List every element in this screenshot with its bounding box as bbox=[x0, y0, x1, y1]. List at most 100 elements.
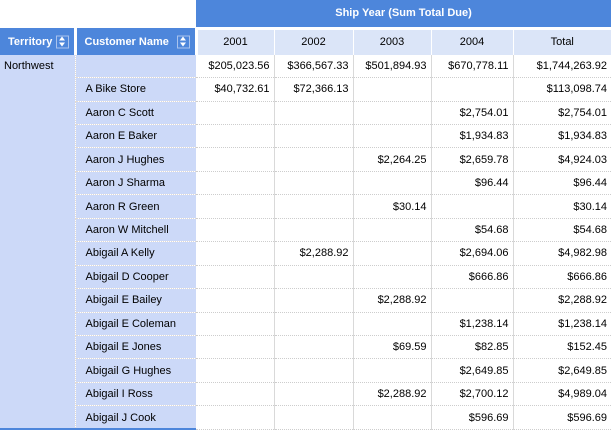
year-value-cell-2003 bbox=[353, 218, 432, 243]
table-row: Aaron J Hughes $2,264.25 $2,659.78 $4,924.0… bbox=[0, 147, 611, 172]
year-value-cell-2001 bbox=[196, 382, 275, 407]
year-value-cell-2002 bbox=[274, 171, 354, 196]
total-value-cell: $2,649.85 bbox=[513, 358, 611, 383]
customer-cell: Abigail D Cooper bbox=[75, 265, 196, 290]
year-value-cell-2002 bbox=[274, 147, 354, 172]
total-column-header: Total bbox=[513, 28, 611, 55]
year-value-cell-2001 bbox=[196, 218, 275, 243]
year-value-cell-2003: $30.14 bbox=[353, 194, 432, 219]
table-row: Aaron W Mitchell $54.68 $54.68 bbox=[0, 218, 611, 243]
year-value-cell-2003 bbox=[353, 312, 432, 337]
year-value-cell-2002: $72,366.13 bbox=[274, 77, 354, 102]
table-row: Aaron J Sharma $96.44 $96.44 bbox=[0, 171, 611, 196]
table-row: Northwest $205,023.56 $366,567.33 $501,894.… bbox=[0, 55, 611, 430]
table-row: Abigail D Cooper $666.86 $666.86 bbox=[0, 265, 611, 290]
year-value-cell-2002 bbox=[274, 405, 354, 430]
total-value-cell: $30.14 bbox=[513, 194, 611, 219]
year-value-cell-2001 bbox=[196, 241, 275, 266]
customer-cell: Aaron C Scott bbox=[75, 101, 196, 125]
year-value-cell-2001 bbox=[196, 194, 275, 219]
year-value-cell-2002 bbox=[274, 194, 354, 219]
total-value-cell: $54.68 bbox=[513, 218, 611, 243]
customer-cell: Abigail J Cook bbox=[75, 405, 196, 430]
year-value-cell-2001 bbox=[196, 288, 275, 313]
table-row: Aaron E Baker $1,934.83 $1,934.83 bbox=[0, 124, 611, 149]
year-value-cell-2002: $366,567.33 bbox=[274, 55, 354, 79]
customer-cell: Abigail G Hughes bbox=[75, 358, 196, 383]
customer-cell bbox=[75, 55, 196, 79]
year-value-cell-2002 bbox=[274, 124, 354, 149]
year-value-cell-2003 bbox=[353, 171, 432, 196]
year-value-cell-2001 bbox=[196, 335, 275, 360]
year-value-cell-2004: $596.69 bbox=[431, 405, 514, 430]
year-value-cell-2003: $69.59 bbox=[353, 335, 432, 360]
year-value-cell-2002 bbox=[274, 265, 354, 290]
customer-cell: Abigail E Jones bbox=[75, 335, 196, 360]
year-value-cell-2003 bbox=[353, 405, 432, 430]
total-value-cell: $2,288.92 bbox=[513, 288, 611, 313]
year-value-cell-2001 bbox=[196, 101, 275, 125]
year-column-header-2002: 2002 bbox=[274, 28, 354, 55]
year-value-cell-2001 bbox=[196, 147, 275, 172]
year-value-cell-2004: $2,659.78 bbox=[431, 147, 514, 172]
year-value-cell-2002 bbox=[274, 335, 354, 360]
year-value-cell-2001 bbox=[196, 358, 275, 383]
year-value-cell-2004: $670,778.11 bbox=[431, 55, 514, 79]
total-value-cell: $152.45 bbox=[513, 335, 611, 360]
sort-down-icon bbox=[180, 42, 186, 47]
total-value-cell: $113,098.74 bbox=[513, 77, 611, 102]
table-row: Abigail I Ross $2,288.92 $2,700.12 $4,989.0… bbox=[0, 382, 611, 407]
banner-title: Ship Year (Sum Total Due) bbox=[196, 0, 611, 30]
year-value-cell-2003 bbox=[353, 77, 432, 102]
customer-cell: A Bike Store bbox=[75, 77, 196, 102]
year-value-cell-2003 bbox=[353, 124, 432, 149]
year-value-cell-2003 bbox=[353, 265, 432, 290]
year-value-cell-2004: $2,700.12 bbox=[431, 382, 514, 407]
territory-column-header[interactable]: Territory bbox=[0, 28, 77, 55]
customer-cell: Aaron R Green bbox=[75, 194, 196, 219]
sort-icon[interactable] bbox=[176, 35, 190, 48]
banner-row: Ship Year (Sum Total Due) bbox=[0, 0, 611, 30]
table-row: A Bike Store $40,732.61 $72,366.13 $113,098… bbox=[0, 77, 611, 102]
year-value-cell-2001 bbox=[196, 312, 275, 337]
year-value-cell-2004 bbox=[431, 77, 514, 102]
total-value-cell: $4,924.03 bbox=[513, 147, 611, 172]
year-value-cell-2002 bbox=[274, 382, 354, 407]
year-column-header-2001: 2001 bbox=[196, 28, 275, 55]
sort-down-icon bbox=[59, 42, 65, 47]
customer-header-label: Customer Name bbox=[84, 35, 169, 48]
table-row: Abigail E Bailey $2,288.92 $2,288.92 bbox=[0, 288, 611, 313]
customer-column-header[interactable]: Customer Name bbox=[75, 28, 198, 55]
table-row: Abigail J Cook $596.69 $596.69 bbox=[0, 405, 611, 430]
customer-cell: Abigail E Bailey bbox=[75, 288, 196, 313]
year-value-cell-2003: $2,288.92 bbox=[353, 382, 432, 407]
year-value-cell-2004: $54.68 bbox=[431, 218, 514, 243]
year-value-cell-2004: $1,934.83 bbox=[431, 124, 514, 149]
territory-cell: Northwest bbox=[0, 55, 76, 430]
total-value-cell: $596.69 bbox=[513, 405, 611, 430]
year-value-cell-2002 bbox=[274, 312, 354, 337]
year-value-cell-2002 bbox=[274, 101, 354, 125]
column-header-row: Territory Customer Name 2001 2002 2003 bbox=[0, 28, 611, 55]
year-value-cell-2003: $2,288.92 bbox=[353, 288, 432, 313]
year-value-cell-2002: $2,288.92 bbox=[274, 241, 354, 266]
year-value-cell-2004 bbox=[431, 194, 514, 219]
year-value-cell-2001 bbox=[196, 265, 275, 290]
sort-up-icon bbox=[180, 36, 186, 41]
total-value-cell: $4,989.04 bbox=[513, 382, 611, 407]
year-value-cell-2002 bbox=[274, 218, 354, 243]
year-value-cell-2001 bbox=[196, 124, 275, 149]
total-value-cell: $1,934.83 bbox=[513, 124, 611, 149]
sort-icon[interactable] bbox=[55, 35, 69, 48]
total-value-cell: $1,238.14 bbox=[513, 312, 611, 337]
total-value-cell: $1,744,263.92 bbox=[513, 55, 611, 79]
customer-cell: Abigail E Coleman bbox=[75, 312, 196, 337]
year-value-cell-2004: $1,238.14 bbox=[431, 312, 514, 337]
total-value-cell: $666.86 bbox=[513, 265, 611, 290]
year-value-cell-2003 bbox=[353, 241, 432, 266]
year-value-cell-2002 bbox=[274, 288, 354, 313]
corner-spacer bbox=[0, 0, 196, 28]
year-value-cell-2001 bbox=[196, 171, 275, 196]
clipped-next-row-edge bbox=[0, 428, 196, 430]
